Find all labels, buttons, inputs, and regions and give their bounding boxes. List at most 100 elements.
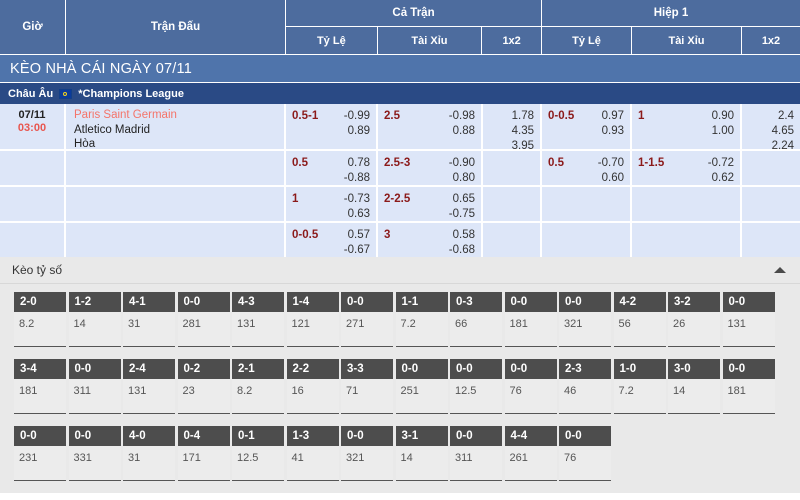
score-odds-cell[interactable]: 0-0 131 <box>722 292 775 347</box>
score-odds-value: 171 <box>177 446 230 480</box>
score-odds-value: 181 <box>14 379 66 413</box>
score-odds-cell[interactable]: 1-1 7.2 <box>395 292 448 347</box>
eu-flag-icon <box>59 88 73 99</box>
score-odds-cell[interactable]: 3-3 71 <box>341 359 393 414</box>
league-region-label: Châu Âu <box>8 87 54 100</box>
score-odds-value: 46 <box>559 379 611 413</box>
score-odds-cell[interactable]: 3-4 181 <box>14 359 66 414</box>
score-odds-value: 56 <box>613 312 666 346</box>
score-odds-cell[interactable]: 0-0 271 <box>341 292 393 347</box>
score-odds-cell[interactable]: 2-3 46 <box>559 359 611 414</box>
score-odds-cell[interactable]: 0-2 23 <box>177 359 230 414</box>
half-ou-cell[interactable]: 1 0.90 1.00 <box>632 104 742 149</box>
score-odds-value: 31 <box>123 446 175 480</box>
odds-row[interactable]: 1 -0.73 0.63 2-2.5 0.65 -0.75 <box>0 187 800 223</box>
match-teams-cell <box>66 223 286 257</box>
handicap-values: 0.57 -0.67 <box>344 228 370 258</box>
score-odds-cell[interactable]: 2-0 8.2 <box>14 292 66 347</box>
full-handicap-cell[interactable]: 0.5 0.78 -0.88 <box>286 151 378 185</box>
score-odds-cell[interactable]: 2-1 8.2 <box>232 359 284 414</box>
score-odds-cell[interactable]: 0-0 331 <box>68 426 121 481</box>
half-1x2-cell <box>742 151 800 185</box>
score-odds-cell[interactable]: 4-0 31 <box>123 426 175 481</box>
full-handicap-cell[interactable]: 0-0.5 0.57 -0.67 <box>286 223 378 257</box>
score-odds-cell[interactable]: 1-0 7.2 <box>613 359 666 414</box>
odds-value: 0.62 <box>711 172 734 184</box>
correct-score-panel: Kèo tỷ số 2-0 8.2 1-2 14 4-1 31 0-0 281 4-3 131 1-… <box>0 257 800 493</box>
odds-row[interactable]: 0-0.5 0.57 -0.67 3 0.58 -0.68 <box>0 223 800 257</box>
handicap-values: -0.70 0.60 <box>598 156 624 186</box>
half-handicap-cell <box>542 187 632 221</box>
score-label: 2-2 <box>286 359 339 379</box>
score-odds-cell[interactable]: 0-0 311 <box>450 426 502 481</box>
score-odds-cell[interactable]: 0-0 76 <box>504 359 557 414</box>
score-odds-value: 7.2 <box>395 312 448 346</box>
league-row[interactable]: Châu Âu *Champions League <box>0 83 800 104</box>
match-teams-cell[interactable]: Paris Saint Germain Atletico Madrid Hòa <box>66 104 286 150</box>
score-odds-cell[interactable]: 2-4 131 <box>123 359 175 414</box>
full-handicap-cell[interactable]: 0.5-1 -0.99 0.89 <box>286 104 378 149</box>
odds-value: 0.65 <box>452 193 475 205</box>
full-ou-cell[interactable]: 2.5 -0.98 0.88 <box>378 104 483 149</box>
score-odds-value: 76 <box>559 446 611 480</box>
score-label: 4-0 <box>123 426 175 446</box>
caret-up-icon[interactable] <box>774 267 786 273</box>
score-odds-cell[interactable]: 0-0 231 <box>14 426 66 481</box>
handicap-values: 0.78 -0.88 <box>344 156 370 186</box>
odds-value: -0.72 <box>707 157 734 169</box>
score-odds-value: 12.5 <box>232 446 284 480</box>
odds-row[interactable]: 0.5 0.78 -0.88 2.5-3 -0.90 0.80 0.5 -0.7… <box>0 151 800 187</box>
half-ou-cell[interactable]: 1-1.5 -0.72 0.62 <box>632 151 742 185</box>
score-odds-cell[interactable]: 0-0 311 <box>68 359 121 414</box>
correct-score-panel-header[interactable]: Kèo tỷ số <box>0 257 800 284</box>
match-kickoff-time: 03:00 <box>17 122 47 134</box>
odds-row[interactable]: 07/11 03:00 Paris Saint Germain Atletico… <box>0 104 800 152</box>
full-ou-cell[interactable]: 2-2.5 0.65 -0.75 <box>378 187 483 221</box>
score-odds-cell[interactable]: 0-4 171 <box>177 426 230 481</box>
score-odds-value: 14 <box>395 446 448 480</box>
score-odds-cell[interactable]: 3-2 26 <box>668 292 720 347</box>
score-odds-value: 7.2 <box>613 379 666 413</box>
half-handicap-cell[interactable]: 0.5 -0.70 0.60 <box>542 151 632 185</box>
column-header-time: Giờ <box>0 0 66 54</box>
score-label: 0-3 <box>450 292 502 312</box>
score-odds-cell[interactable]: 3-1 14 <box>395 426 448 481</box>
score-odds-cell[interactable]: 0-1 12.5 <box>232 426 284 481</box>
score-odds-value: 181 <box>504 312 557 346</box>
full-ou-cell[interactable]: 3 0.58 -0.68 <box>378 223 483 257</box>
odds-value-1: 2.4 <box>778 110 794 122</box>
half-1x2-cell[interactable]: 2.4 4.65 2.24 <box>742 104 800 152</box>
score-odds-value: 12.5 <box>450 379 502 413</box>
score-odds-cell[interactable]: 0-0 12.5 <box>450 359 502 414</box>
score-odds-cell[interactable]: 4-2 56 <box>613 292 666 347</box>
score-odds-cell[interactable]: 2-2 16 <box>286 359 339 414</box>
half-handicap-cell[interactable]: 0-0.5 0.97 0.93 <box>542 104 632 149</box>
score-label: 4-4 <box>504 426 557 446</box>
score-odds-cell[interactable]: 0-0 251 <box>395 359 448 414</box>
score-odds-cell[interactable]: 4-1 31 <box>123 292 175 347</box>
score-odds-cell[interactable]: 0-0 281 <box>177 292 230 347</box>
odds-value: 0.60 <box>601 172 624 184</box>
full-1x2-cell[interactable]: 1.78 4.35 3.95 <box>483 104 542 152</box>
full-handicap-cell[interactable]: 1 -0.73 0.63 <box>286 187 378 221</box>
odds-value: -0.90 <box>448 157 475 169</box>
score-odds-cell[interactable]: 4-4 261 <box>504 426 557 481</box>
column-header-half-1x2: 1x2 <box>761 34 781 47</box>
score-odds-cell[interactable]: 0-0 76 <box>559 426 611 481</box>
odds-value: -0.68 <box>448 244 475 256</box>
score-odds-cell[interactable]: 0-3 66 <box>450 292 502 347</box>
draw-label: Hòa <box>74 138 96 150</box>
score-odds-cell[interactable]: 0-0 181 <box>722 359 775 414</box>
score-odds-cell[interactable]: 1-4 121 <box>286 292 339 347</box>
score-odds-cell[interactable]: 0-0 181 <box>504 292 557 347</box>
score-odds-cell[interactable]: 1-2 14 <box>68 292 121 347</box>
odds-value: 0.93 <box>601 125 624 137</box>
score-odds-cell[interactable]: 0-0 321 <box>341 426 393 481</box>
full-ou-cell[interactable]: 2.5-3 -0.90 0.80 <box>378 151 483 185</box>
score-odds-cell[interactable]: 3-0 14 <box>668 359 720 414</box>
score-odds-value: 131 <box>232 312 284 346</box>
score-odds-cell[interactable]: 4-3 131 <box>232 292 284 347</box>
score-odds-cell[interactable]: 1-3 41 <box>286 426 339 481</box>
score-odds-cell[interactable]: 0-0 321 <box>559 292 611 347</box>
ou-values: 0.58 -0.68 <box>449 228 475 258</box>
